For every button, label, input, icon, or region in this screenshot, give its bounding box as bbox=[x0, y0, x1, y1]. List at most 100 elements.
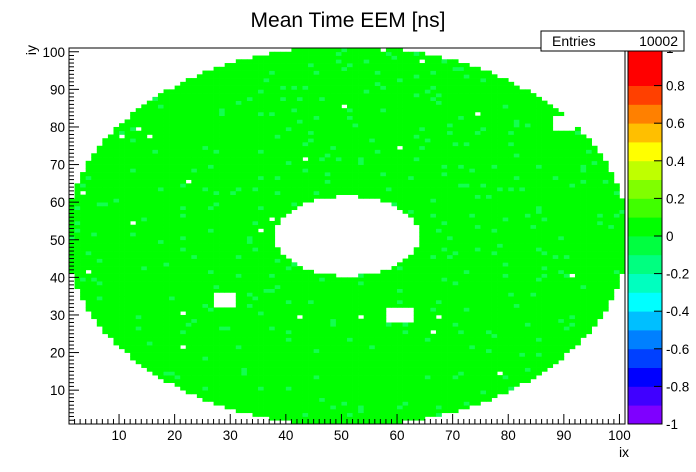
heatmap-cell bbox=[225, 285, 231, 289]
heatmap-cell bbox=[380, 353, 386, 357]
heatmap-cell bbox=[141, 210, 147, 214]
heatmap-cell bbox=[252, 371, 258, 375]
heatmap-cell bbox=[291, 311, 297, 315]
heatmap-cell bbox=[614, 187, 620, 191]
heatmap-cell bbox=[408, 368, 414, 372]
heatmap-cell bbox=[191, 319, 197, 323]
heatmap-cell bbox=[414, 371, 420, 375]
heatmap-cell bbox=[592, 255, 598, 259]
heatmap-cell bbox=[492, 390, 498, 394]
heatmap-cell bbox=[530, 202, 536, 206]
heatmap-cell bbox=[336, 345, 342, 349]
heatmap-cell bbox=[241, 338, 247, 342]
heatmap-cell bbox=[603, 251, 609, 255]
heatmap-cell bbox=[403, 379, 409, 383]
heatmap-cell bbox=[419, 255, 425, 259]
heatmap-cell bbox=[252, 390, 258, 394]
heatmap-cell bbox=[436, 345, 442, 349]
heatmap-cell bbox=[480, 198, 486, 202]
heatmap-cell bbox=[180, 206, 186, 210]
heatmap-cell bbox=[186, 364, 192, 368]
heatmap-cell bbox=[341, 413, 347, 417]
heatmap-cell bbox=[492, 353, 498, 357]
heatmap-cell bbox=[252, 270, 258, 274]
heatmap-cell bbox=[125, 236, 131, 240]
heatmap-cell bbox=[252, 394, 258, 398]
heatmap-cell bbox=[164, 247, 170, 251]
heatmap-cell bbox=[430, 244, 436, 248]
heatmap-cell bbox=[497, 270, 503, 274]
heatmap-cell bbox=[291, 409, 297, 413]
heatmap-cell bbox=[319, 326, 325, 330]
heatmap-cell bbox=[158, 341, 164, 345]
heatmap-cell bbox=[403, 368, 409, 372]
heatmap-cell bbox=[425, 353, 431, 357]
heatmap-cell bbox=[519, 244, 525, 248]
heatmap-cell bbox=[592, 322, 598, 326]
heatmap-cell bbox=[202, 191, 208, 195]
heatmap-cell bbox=[530, 315, 536, 319]
heatmap-cell bbox=[547, 221, 553, 225]
heatmap-cell bbox=[542, 236, 548, 240]
heatmap-cell bbox=[419, 375, 425, 379]
heatmap-cell bbox=[291, 356, 297, 360]
heatmap-cell bbox=[219, 379, 225, 383]
heatmap-cell bbox=[403, 334, 409, 338]
heatmap-cell bbox=[325, 183, 331, 187]
heatmap-cell bbox=[425, 195, 431, 199]
heatmap-cell bbox=[319, 345, 325, 349]
heatmap-cell bbox=[241, 386, 247, 390]
heatmap-cell bbox=[319, 311, 325, 315]
heatmap-cell bbox=[442, 240, 448, 244]
heatmap-cell bbox=[286, 262, 292, 266]
heatmap-cell bbox=[369, 304, 375, 308]
heatmap-cell bbox=[180, 225, 186, 229]
heatmap-cell bbox=[275, 187, 281, 191]
heatmap-cell bbox=[403, 394, 409, 398]
heatmap-cell bbox=[86, 232, 92, 236]
heatmap-cell bbox=[136, 247, 142, 251]
heatmap-cell bbox=[558, 217, 564, 221]
heatmap-cell bbox=[469, 356, 475, 360]
heatmap-cell bbox=[319, 274, 325, 278]
heatmap-cell bbox=[480, 390, 486, 394]
heatmap-cell bbox=[414, 349, 420, 353]
heatmap-cell bbox=[380, 390, 386, 394]
heatmap-cell bbox=[136, 349, 142, 353]
heatmap-cell bbox=[314, 289, 320, 293]
heatmap-cell bbox=[436, 217, 442, 221]
heatmap-cell bbox=[547, 360, 553, 364]
heatmap-cell bbox=[286, 296, 292, 300]
heatmap-cell bbox=[553, 221, 559, 225]
heatmap-cell bbox=[592, 262, 598, 266]
heatmap-cell bbox=[158, 240, 164, 244]
heatmap-cell bbox=[397, 413, 403, 417]
heatmap-cell bbox=[553, 180, 559, 184]
heatmap-cell bbox=[364, 401, 370, 405]
heatmap-cell bbox=[353, 338, 359, 342]
heatmap-cell bbox=[303, 300, 309, 304]
heatmap-cell bbox=[303, 187, 309, 191]
heatmap-cell bbox=[436, 394, 442, 398]
heatmap-cell bbox=[480, 228, 486, 232]
heatmap-cell bbox=[592, 296, 598, 300]
heatmap-cell bbox=[408, 277, 414, 281]
heatmap-cell bbox=[497, 311, 503, 315]
heatmap-cell bbox=[214, 270, 220, 274]
heatmap-cell bbox=[197, 225, 203, 229]
heatmap-cell bbox=[391, 401, 397, 405]
heatmap-cell bbox=[386, 390, 392, 394]
heatmap-cell bbox=[514, 221, 520, 225]
heatmap-cell bbox=[219, 183, 225, 187]
heatmap-cell bbox=[425, 259, 431, 263]
heatmap-cell bbox=[219, 202, 225, 206]
heatmap-cell bbox=[202, 244, 208, 248]
heatmap-cell bbox=[486, 255, 492, 259]
heatmap-cell bbox=[197, 274, 203, 278]
heatmap-cell bbox=[425, 210, 431, 214]
heatmap-cell bbox=[125, 326, 131, 330]
heatmap-cell bbox=[614, 191, 620, 195]
heatmap-cell bbox=[125, 251, 131, 255]
heatmap-cell bbox=[169, 274, 175, 278]
heatmap-cell bbox=[147, 221, 153, 225]
